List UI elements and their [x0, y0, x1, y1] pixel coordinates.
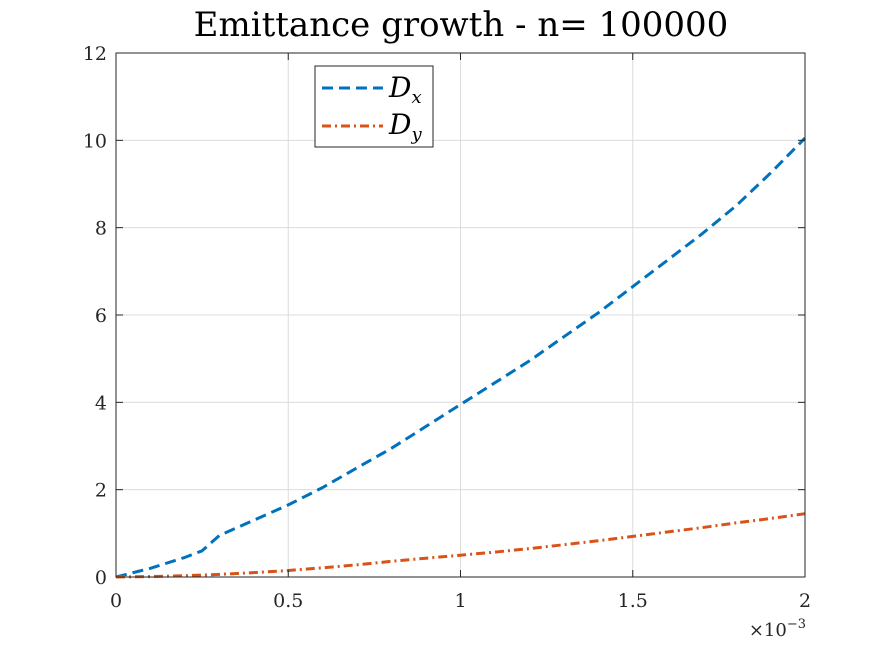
series-line-dx	[115, 137, 807, 579]
chart-title: Emittance growth - n= 100000	[194, 5, 729, 45]
x-tick-label: 2	[799, 590, 811, 612]
y-tick-label: 12	[83, 43, 107, 65]
legend: Dx Dy	[314, 65, 434, 148]
x-exponent-power: −3	[787, 617, 806, 632]
tick-marks	[115, 52, 806, 578]
x-tick-labels: 0 0.5 1 1.5 2	[110, 590, 811, 612]
legend-box	[314, 65, 434, 148]
y-tick-label: 6	[95, 305, 107, 327]
x-exponent-label: ×10−3	[749, 617, 806, 641]
x-tick-label: 0	[110, 590, 122, 612]
x-exponent-base: ×10	[749, 620, 787, 641]
y-tick-label: 0	[95, 567, 107, 589]
y-tick-label: 2	[95, 480, 107, 502]
x-tick-label: 0.5	[273, 590, 303, 612]
y-tick-label: 4	[95, 392, 107, 414]
grid	[116, 53, 805, 577]
x-tick-label: 1.5	[618, 590, 648, 612]
y-tick-label: 8	[95, 218, 107, 240]
plot-lines	[115, 137, 807, 579]
series-line-dy	[115, 512, 806, 579]
legend-label-dx: Dx	[388, 71, 422, 108]
x-tick-label: 1	[454, 590, 466, 612]
y-tick-labels: 0 2 4 6 8 10 12	[83, 43, 107, 589]
legend-label-dy: Dy	[388, 108, 422, 145]
y-tick-label: 10	[83, 130, 107, 152]
